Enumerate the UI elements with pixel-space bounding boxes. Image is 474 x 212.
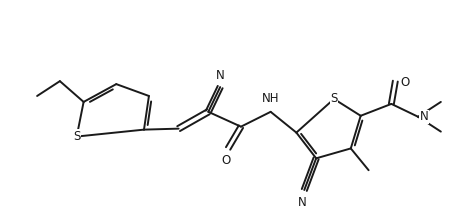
Text: O: O	[400, 76, 410, 89]
Text: S: S	[330, 92, 337, 105]
Text: N: N	[298, 196, 307, 209]
Text: O: O	[221, 154, 231, 167]
Text: NH: NH	[262, 92, 279, 105]
Text: S: S	[73, 130, 81, 143]
Text: N: N	[420, 110, 429, 123]
Text: N: N	[216, 69, 225, 82]
